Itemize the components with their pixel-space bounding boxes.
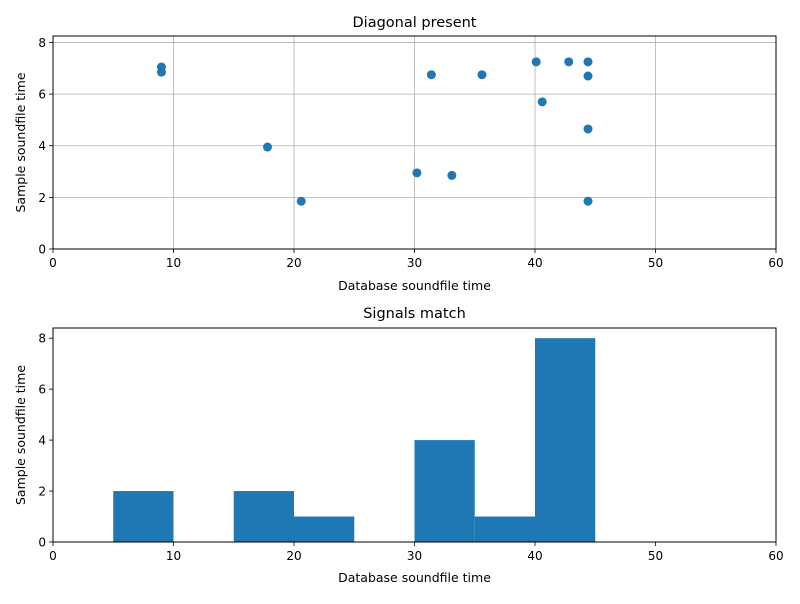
histogram-title: Signals match xyxy=(363,306,466,322)
y-tick-label: 2 xyxy=(38,485,46,499)
histogram-bar xyxy=(535,338,596,542)
scatter-point xyxy=(583,57,593,67)
scatter-point xyxy=(583,196,593,206)
scatter-x-ticks: 0 10 20 30 40 50 60 xyxy=(49,249,784,270)
scatter-point xyxy=(583,124,593,134)
scatter-points xyxy=(156,57,593,206)
histogram-x-ticks: 0 10 20 30 40 50 60 xyxy=(49,542,784,563)
x-tick-label: 60 xyxy=(768,549,783,563)
x-tick-label: 0 xyxy=(49,549,57,563)
scatter-point xyxy=(583,71,593,81)
scatter-y-axis-label: Sample soundfile time xyxy=(13,72,28,212)
x-tick-label: 50 xyxy=(648,549,663,563)
y-tick-label: 8 xyxy=(38,36,46,50)
scatter-title: Diagonal present xyxy=(353,15,477,31)
scatter-point xyxy=(564,57,574,67)
scatter-subplot: Diagonal present 0 10 20 30 40 50 60 0 2 4 6 8 Dat… xyxy=(13,15,784,293)
x-tick-label: 20 xyxy=(286,549,301,563)
y-tick-label: 0 xyxy=(38,536,46,550)
scatter-x-axis-label: Database soundfile time xyxy=(338,278,491,293)
y-tick-label: 4 xyxy=(38,434,46,448)
y-tick-label: 4 xyxy=(38,139,46,153)
y-tick-label: 2 xyxy=(38,191,46,205)
x-tick-label: 50 xyxy=(648,256,663,270)
histogram-bar xyxy=(233,491,294,542)
histogram-bar xyxy=(414,440,475,542)
scatter-point xyxy=(426,70,436,80)
histogram-x-axis-label: Database soundfile time xyxy=(338,570,491,585)
scatter-point xyxy=(412,168,422,178)
y-tick-label: 0 xyxy=(38,243,46,257)
x-tick-label: 60 xyxy=(768,256,783,270)
x-tick-label: 40 xyxy=(527,256,542,270)
histogram-bar xyxy=(113,491,174,542)
x-tick-label: 0 xyxy=(49,256,57,270)
scatter-point xyxy=(156,67,166,77)
y-tick-label: 6 xyxy=(38,88,46,102)
histogram-subplot: Signals match 0 10 20 30 40 50 60 0 2 4 6 8 Databa… xyxy=(13,306,784,585)
scatter-point xyxy=(477,70,487,80)
histogram-bar xyxy=(474,516,535,542)
histogram-bar xyxy=(294,516,355,542)
y-tick-label: 8 xyxy=(38,332,46,346)
scatter-point xyxy=(262,142,272,152)
histogram-y-axis-label: Sample soundfile time xyxy=(13,365,28,505)
histogram-bars xyxy=(113,338,596,542)
scatter-y-ticks: 0 2 4 6 8 xyxy=(38,36,53,257)
y-tick-label: 6 xyxy=(38,383,46,397)
x-tick-label: 40 xyxy=(527,549,542,563)
scatter-point xyxy=(531,57,541,67)
x-tick-label: 30 xyxy=(407,256,422,270)
x-tick-label: 20 xyxy=(286,256,301,270)
scatter-point xyxy=(447,170,457,180)
scatter-point xyxy=(296,196,306,206)
histogram-y-ticks: 0 2 4 6 8 xyxy=(38,332,53,550)
scatter-point xyxy=(537,97,547,107)
x-tick-label: 30 xyxy=(407,549,422,563)
x-tick-label: 10 xyxy=(166,256,181,270)
x-tick-label: 10 xyxy=(166,549,181,563)
